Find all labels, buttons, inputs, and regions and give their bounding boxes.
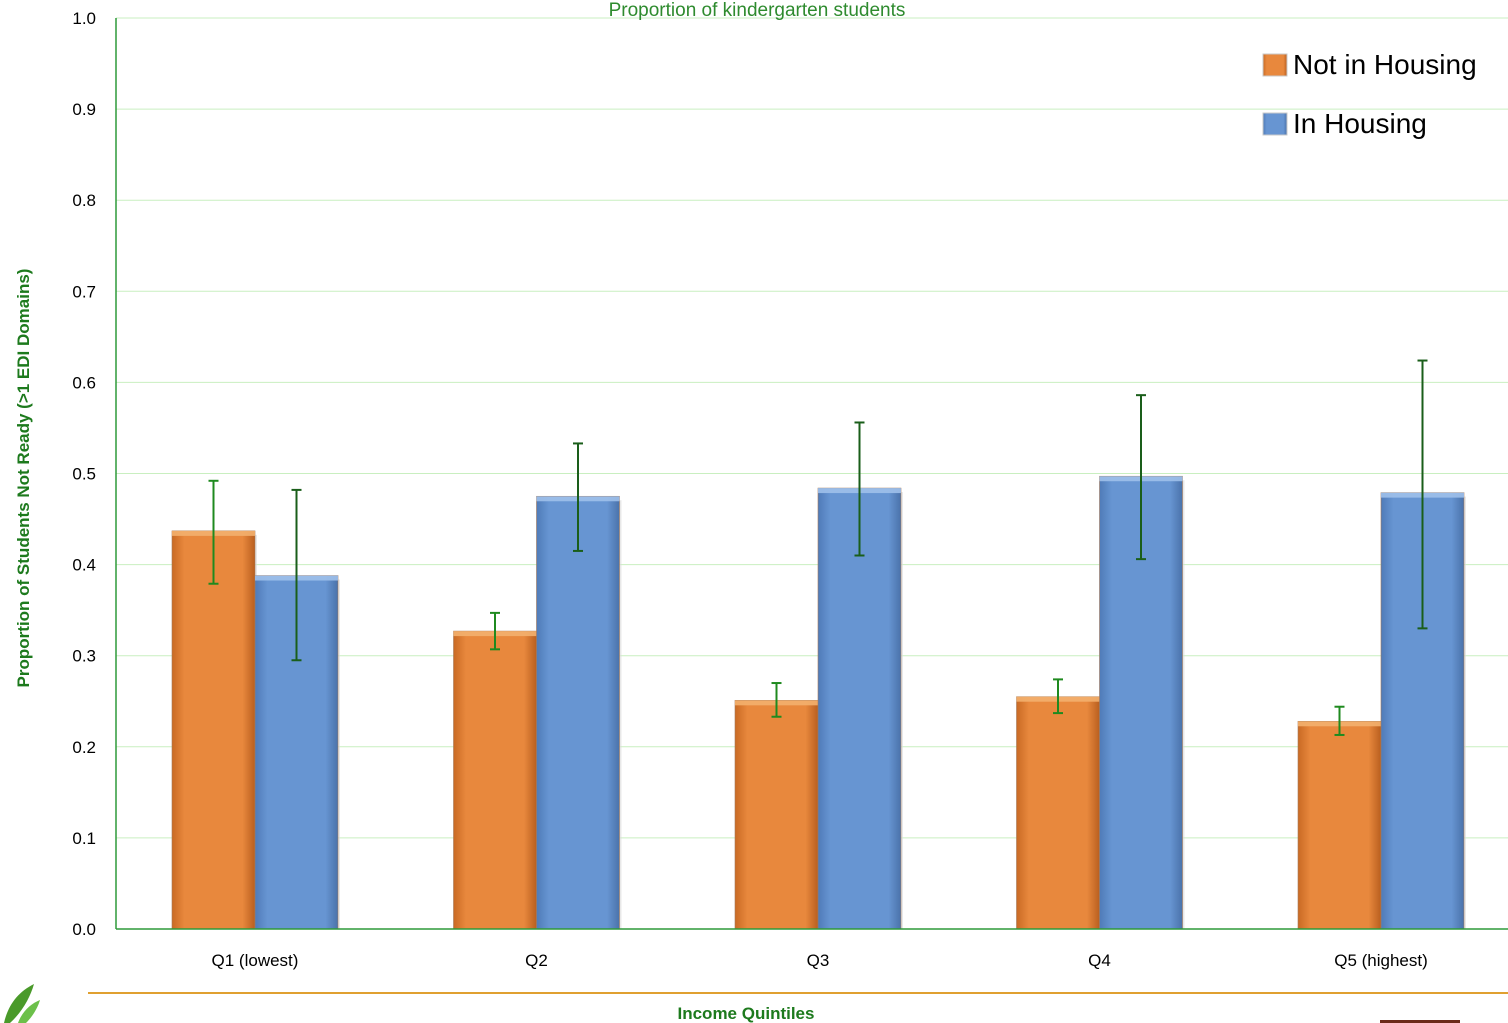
error-bar [291, 488, 302, 662]
bar-not-in-housing [1297, 720, 1382, 930]
x-tick-label: Q4 [1088, 951, 1111, 970]
bars [171, 475, 1466, 930]
error-bar [854, 421, 865, 557]
y-tick-label: 0.9 [72, 100, 96, 119]
error-bar [1334, 705, 1345, 736]
error-bar [490, 611, 500, 651]
x-tick-label: Q3 [807, 951, 830, 970]
error-bar [771, 682, 782, 718]
legend-label-in-housing: In Housing [1293, 108, 1427, 139]
bar-in-housing [536, 495, 620, 930]
y-tick-label: 0.7 [72, 282, 96, 301]
legend-swatch-not-in-housing [1262, 53, 1288, 77]
y-tick-label: 0.5 [72, 465, 96, 484]
error-bar [1136, 394, 1146, 561]
x-tick-label: Q2 [525, 951, 548, 970]
legend-item-not-in-housing: Not in Housing [1262, 49, 1477, 80]
x-axis-ticks: Q1 (lowest) Q2 Q3 Q4 Q5 (highest) [212, 951, 1428, 970]
error-bars [208, 359, 1428, 736]
x-tick-label: Q5 (highest) [1334, 951, 1428, 970]
legend: Not in Housing In Housing [1262, 49, 1477, 139]
y-tick-label: 0.0 [72, 920, 96, 939]
bar-not-in-housing [1016, 696, 1100, 930]
bar-not-in-housing [453, 630, 537, 930]
corner-mark [1380, 1020, 1460, 1023]
bar-not-in-housing [171, 530, 256, 930]
y-tick-label: 0.8 [72, 191, 96, 210]
chart-title: Proportion of kindergarten students [609, 0, 906, 21]
error-bar [1053, 678, 1063, 715]
y-tick-label: 0.6 [72, 373, 96, 392]
error-bar [573, 442, 583, 552]
error-bar [208, 479, 219, 585]
x-axis-label: Income Quintiles [678, 1004, 815, 1023]
leaf-logo [4, 984, 40, 1023]
legend-item-in-housing: In Housing [1262, 108, 1427, 139]
y-tick-label: 0.1 [72, 829, 96, 848]
y-tick-label: 0.2 [72, 738, 96, 757]
legend-label-not-in-housing: Not in Housing [1293, 49, 1477, 80]
y-axis-ticks: 0.0 0.1 0.2 0.3 0.4 0.5 0.6 0.7 0.8 0.9 1.0 [72, 9, 96, 939]
y-tick-label: 0.3 [72, 647, 96, 666]
bar-not-in-housing [734, 700, 819, 930]
y-tick-label: 1.0 [72, 9, 96, 28]
grid-lines [116, 17, 1508, 839]
y-axis-label: Proportion of Students Not Ready (>1 EDI… [14, 269, 33, 688]
error-bar [1417, 359, 1428, 630]
y-tick-label: 0.4 [72, 556, 96, 575]
x-tick-label: Q1 (lowest) [212, 951, 299, 970]
legend-swatch-in-housing [1262, 112, 1288, 136]
